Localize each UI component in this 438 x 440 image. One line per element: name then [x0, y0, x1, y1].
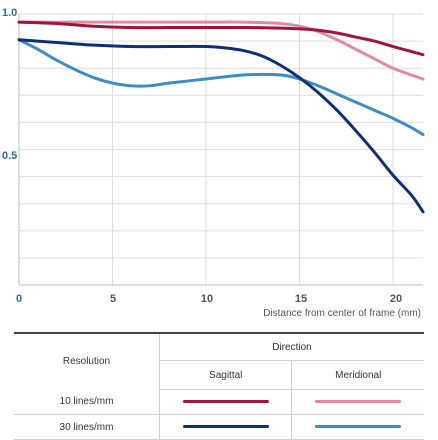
x-tick-label: 5 [110, 293, 116, 305]
meridional-header: Meridional [291, 360, 424, 390]
chart-lines [17, 20, 425, 214]
mtf-chart: 1.0 0.5 0 5 10 15 20 Distance from cente… [2, 7, 425, 319]
y-tick-label: 0.5 [2, 150, 17, 162]
x-axis-label: Distance from center of frame (mm) [263, 308, 421, 319]
meridional-30-swatch [315, 425, 402, 429]
row-label: 10 lines/mm [14, 389, 160, 415]
series-line-meridional-30 [17, 38, 425, 137]
y-tick-label: 1.0 [2, 7, 17, 19]
sagittal-10-swatch [182, 400, 269, 404]
direction-header: Direction [158, 332, 424, 361]
row-label: 30 lines/mm [14, 414, 160, 440]
series-line-sagittal-30 [17, 38, 425, 214]
resolution-header: Resolution [14, 332, 160, 390]
legend-table: Resolution Direction Sagittal Meridional… [14, 332, 424, 440]
x-tick-label: 0 [16, 293, 22, 305]
x-tick-label: 20 [390, 293, 402, 305]
x-tick-label: 15 [295, 293, 307, 305]
x-tick-label: 10 [201, 293, 213, 305]
chart-grid [18, 13, 423, 286]
series-line-sagittal-10 [17, 20, 425, 57]
series-line-meridional-10 [17, 20, 425, 81]
sagittal-30-swatch [182, 425, 269, 429]
meridional-10-swatch [315, 400, 402, 404]
sagittal-header: Sagittal [158, 360, 292, 390]
legend-row: 30 lines/mm [14, 414, 424, 440]
legend-row: 10 lines/mm [14, 389, 424, 415]
